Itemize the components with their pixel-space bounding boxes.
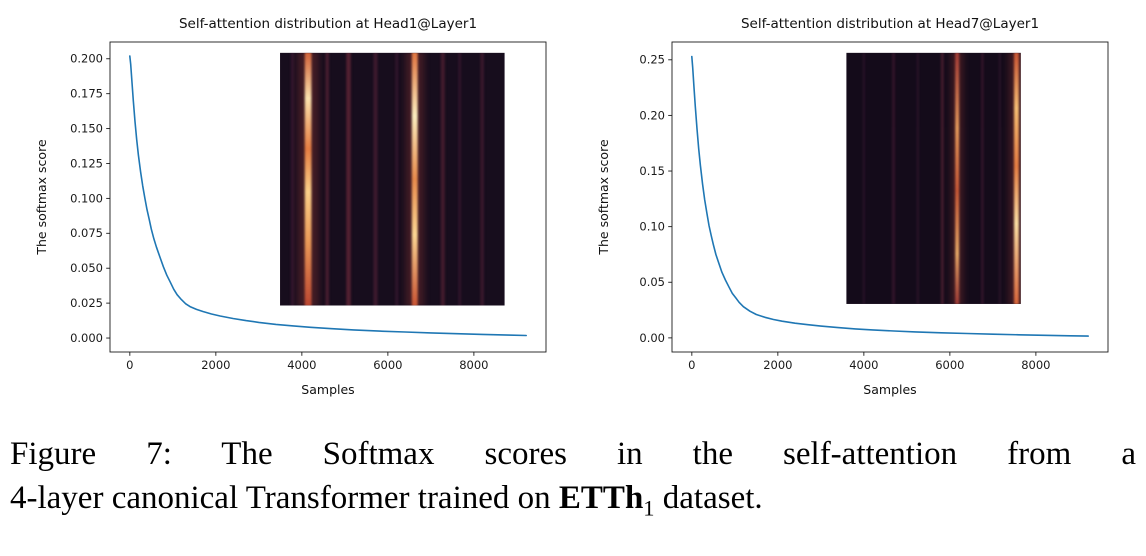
svg-text:6000: 6000: [935, 358, 964, 372]
softmax-distribution-chart-head7: 0 2000 4000 6000 8000 0.00 0.05 0.10 0.15 0.20 0.2…: [596, 16, 1109, 397]
svg-text:0.20: 0.20: [639, 108, 665, 122]
chart-head7-layer1: 0 2000 4000 6000 8000 0.00 0.05 0.10 0.15 0.20 0.2…: [584, 6, 1124, 406]
svg-text:The softmax score: The softmax score: [34, 139, 49, 256]
svg-text:0.150: 0.150: [70, 121, 103, 135]
svg-text:Self-attention distribution at: Self-attention distribution at Head7@Lay…: [741, 16, 1039, 32]
svg-text:0.00: 0.00: [639, 331, 665, 345]
svg-text:0.10: 0.10: [639, 220, 665, 234]
svg-text:Self-attention distribution at: Self-attention distribution at Head1@Lay…: [179, 16, 477, 32]
caption-line-2-text: 4-layer canonical Transformer trained on: [10, 480, 559, 517]
svg-text:0.025: 0.025: [70, 296, 103, 310]
attention-heatmap-inset: [280, 52, 505, 306]
caption-line-2: 4-layer canonical Transformer trained on…: [10, 476, 1136, 524]
svg-text:Samples: Samples: [301, 382, 354, 397]
svg-text:0.15: 0.15: [639, 164, 665, 178]
svg-text:0: 0: [126, 358, 133, 372]
svg-text:0.200: 0.200: [70, 52, 103, 66]
svg-text:4000: 4000: [287, 358, 316, 372]
svg-text:0: 0: [688, 358, 695, 372]
svg-text:0.05: 0.05: [639, 275, 665, 289]
svg-text:0.075: 0.075: [70, 226, 103, 240]
caption-dataset-name: ETTh: [558, 480, 644, 517]
svg-text:0.100: 0.100: [70, 191, 103, 205]
attention-heatmap-inset: [846, 52, 1021, 304]
charts-row: 0 2000 4000 6000 8000 0.000 0.025 0.050 0.075 0.1…: [22, 6, 1124, 406]
svg-text:0.125: 0.125: [70, 156, 103, 170]
svg-text:0.25: 0.25: [639, 53, 665, 67]
svg-text:Samples: Samples: [863, 382, 916, 397]
svg-text:6000: 6000: [373, 358, 402, 372]
caption-line-1: Figure 7: The Softmax scores in the self…: [10, 436, 1136, 472]
softmax-distribution-chart-head1: 0 2000 4000 6000 8000 0.000 0.025 0.050 0.075 0.1…: [34, 16, 547, 397]
caption-line-2-end: dataset.: [654, 480, 763, 517]
figure-caption: Figure 7: The Softmax scores in the self…: [0, 432, 1146, 524]
chart-head1-layer1: 0 2000 4000 6000 8000 0.000 0.025 0.050 0.075 0.1…: [22, 6, 562, 406]
svg-text:2000: 2000: [763, 358, 792, 372]
caption-dataset-subscript: 1: [643, 495, 655, 521]
svg-text:0.050: 0.050: [70, 261, 103, 275]
svg-text:4000: 4000: [849, 358, 878, 372]
svg-text:The softmax score: The softmax score: [596, 139, 611, 256]
svg-text:0.000: 0.000: [70, 331, 103, 345]
svg-text:0.175: 0.175: [70, 87, 103, 101]
svg-text:8000: 8000: [1021, 358, 1050, 372]
svg-text:2000: 2000: [201, 358, 230, 372]
svg-text:8000: 8000: [459, 358, 488, 372]
